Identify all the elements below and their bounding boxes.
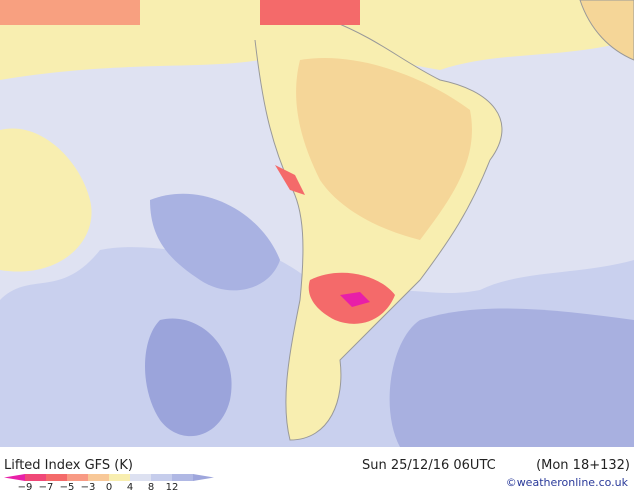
blue-zone	[389, 308, 634, 447]
red-zone	[260, 0, 360, 25]
run-time: Sun 25/12/16 06UTC	[362, 458, 496, 473]
blue-zone	[150, 193, 280, 291]
legend-swatch	[151, 474, 173, 481]
orange-zone	[0, 0, 140, 25]
legend-swatch	[172, 474, 194, 481]
legend-label: 8	[148, 482, 154, 490]
legend-label: 12	[166, 482, 179, 490]
legend-swatch	[25, 474, 47, 481]
map	[0, 0, 634, 447]
legend-label: −7	[39, 482, 54, 490]
legend: −9 −7 −5 −3 0 4 8 12	[4, 474, 214, 490]
title: Lifted Index GFS (K)	[4, 458, 133, 473]
legend-swatch	[4, 474, 25, 481]
footer	[0, 447, 634, 490]
blue-zone	[145, 318, 232, 437]
yellow-zone	[0, 128, 92, 272]
legend-swatch	[88, 474, 110, 481]
legend-label: −3	[81, 482, 96, 490]
legend-swatch	[46, 474, 68, 481]
credit[interactable]: ©weatheronline.co.uk	[506, 476, 629, 489]
forecast-step: (Mon 18+132)	[536, 458, 630, 473]
legend-label: −5	[60, 482, 75, 490]
red-zone	[275, 165, 305, 195]
legend-swatch	[109, 474, 131, 481]
legend-swatch	[130, 474, 152, 481]
legend-label: 4	[127, 482, 133, 490]
legend-label: 0	[106, 482, 112, 490]
magenta-zone	[340, 292, 370, 307]
orange-zone	[296, 58, 472, 240]
legend-swatch	[193, 474, 214, 481]
legend-label: −9	[18, 482, 33, 490]
legend-swatch	[67, 474, 89, 481]
